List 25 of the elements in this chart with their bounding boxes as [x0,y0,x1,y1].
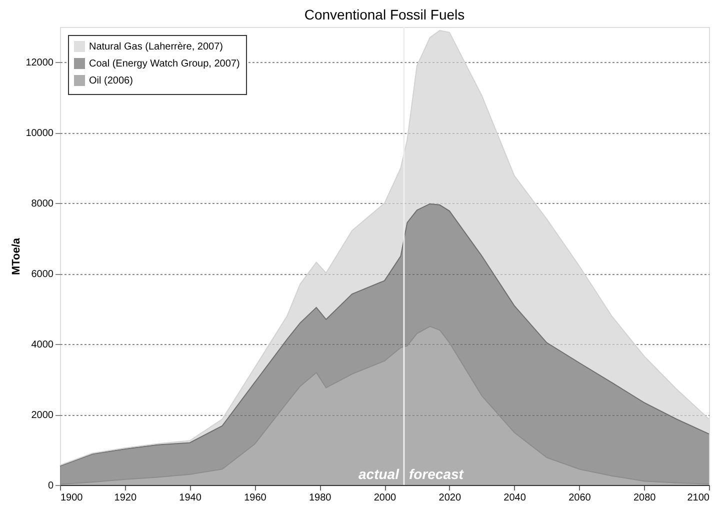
chart-title: Conventional Fossil Fuels [304,6,465,22]
x-tick-label: 2040 [504,492,526,504]
x-tick-label: 1980 [308,492,332,504]
annotation: actual [358,466,400,482]
annotation: forecast [408,466,465,482]
y-tick-label: 4000 [31,340,54,351]
x-tick-label: 2060 [568,492,592,504]
x-tick-label: 2080 [633,492,656,504]
x-tick-label: 2000 [374,492,397,504]
y-tick-label: 6000 [31,269,54,280]
legend-label: Coal (Energy Watch Group, 2007) [89,58,240,70]
x-tick-label: 1940 [179,492,202,504]
x-tick-label: 1900 [60,492,84,504]
legend-label: Natural Gas (Laherrère, 2007) [89,42,223,52]
x-tick-label: 2020 [438,492,462,504]
y-tick-label: 2000 [31,410,54,422]
y-tick-label: 0 [48,480,54,492]
legend-label: Oil (2006) [89,76,133,86]
x-tick-label: 2100 [687,492,710,504]
x-tick-label: 1960 [244,492,267,504]
y-axis-title: MToe/a [10,237,23,276]
y-tick-label: 8000 [31,198,54,210]
x-tick-label: 1920 [114,492,137,504]
y-tick-label: 12000 [26,58,54,69]
y-tick-label: 10000 [26,128,54,140]
